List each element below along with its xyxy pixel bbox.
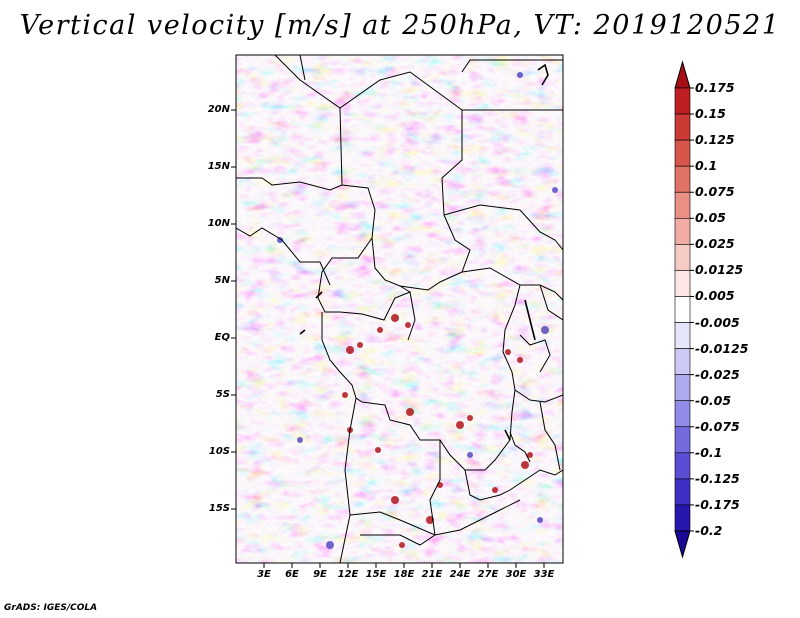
intense-downdrafts: [277, 72, 558, 549]
country-borders: [236, 55, 563, 563]
colorbar-label: 0.05: [695, 210, 726, 226]
colorbar-swatch: [674, 504, 691, 532]
axis-ticks: [231, 109, 545, 568]
colorbar-label: 0.15: [695, 106, 726, 122]
lon-label-9e: 9E: [313, 569, 327, 580]
lat-label-5n: 5N: [214, 275, 230, 286]
colorbar-swatch: [674, 322, 691, 349]
colorbar-swatch: [674, 139, 691, 167]
lat-label-10n: 10N: [207, 218, 230, 229]
colorbar-label: -0.1: [695, 444, 723, 460]
colorbar-swatch: [674, 374, 691, 402]
lat-label-20n: 20N: [207, 104, 230, 115]
colorbar-swatch: [674, 400, 691, 428]
colorbar-label: 0.125: [695, 132, 735, 148]
lat-label-15n: 15N: [207, 161, 230, 172]
colorbar-label: -0.075: [695, 418, 740, 434]
map-panel: [231, 54, 564, 568]
colorbar-label: -0.0125: [695, 340, 749, 356]
colorbar-label: -0.05: [695, 392, 732, 408]
colorbar-label: 0.025: [695, 236, 735, 252]
colorbar-swatch: [674, 478, 691, 506]
lon-label-21e: 21E: [421, 569, 443, 580]
lon-label-18e: 18E: [393, 569, 415, 580]
colorbar-label: 0.175: [695, 80, 735, 95]
lon-label-24e: 24E: [449, 569, 471, 580]
lon-label-30e: 30E: [505, 569, 527, 580]
lon-label-3e: 3E: [257, 569, 271, 580]
colorbar-swatch: [674, 165, 691, 193]
colorbar-bottom-arrow-icon: [674, 530, 691, 559]
colorbar-swatch: [674, 296, 691, 323]
map-frame: [235, 54, 564, 564]
colorbar-label: -0.025: [695, 366, 740, 382]
colorbar-top-arrow-icon: [674, 60, 691, 89]
colorbar-swatch: [674, 113, 691, 141]
colorbar-swatch: [674, 217, 691, 245]
lat-label-5s: 5S: [215, 389, 230, 400]
coast-features: [299, 63, 549, 441]
colorbar-label: 0.0125: [695, 262, 744, 278]
colorbar-swatch: [674, 244, 691, 271]
colorbar-swatch: [674, 426, 691, 454]
lon-label-15e: 15E: [365, 569, 387, 580]
colorbar-label: -0.2: [695, 523, 723, 538]
colorbar-swatch: [674, 191, 691, 219]
lat-label-eq: EQ: [214, 332, 230, 343]
chart-title: Vertical velocity [m/s] at 250hPa, VT: 2…: [19, 10, 781, 41]
footer-credit: GrADS: IGES/COLA: [4, 603, 98, 613]
colorbar-swatch: [674, 270, 691, 297]
colorbar-label: 0.1: [695, 158, 718, 174]
lon-label-6e: 6E: [285, 569, 299, 580]
lon-label-27e: 27E: [477, 569, 499, 580]
colorbar-swatch: [674, 452, 691, 480]
colorbar-swatch: [674, 348, 691, 375]
lon-label-12e: 12E: [337, 569, 359, 580]
colorbar-label: 0.005: [695, 288, 735, 304]
colorbar-swatch: [674, 87, 691, 115]
intense-cells: [342, 314, 533, 548]
colorbar-label: 0.075: [695, 184, 735, 200]
lon-label-33e: 33E: [533, 569, 555, 580]
colorbar-label: -0.125: [695, 470, 740, 486]
lat-label-10s: 10S: [208, 446, 230, 457]
lat-label-15s: 15S: [208, 503, 230, 514]
colorbar-label: -0.005: [695, 314, 740, 330]
colorbar-label: -0.175: [695, 496, 740, 512]
colorbar: [674, 60, 694, 559]
